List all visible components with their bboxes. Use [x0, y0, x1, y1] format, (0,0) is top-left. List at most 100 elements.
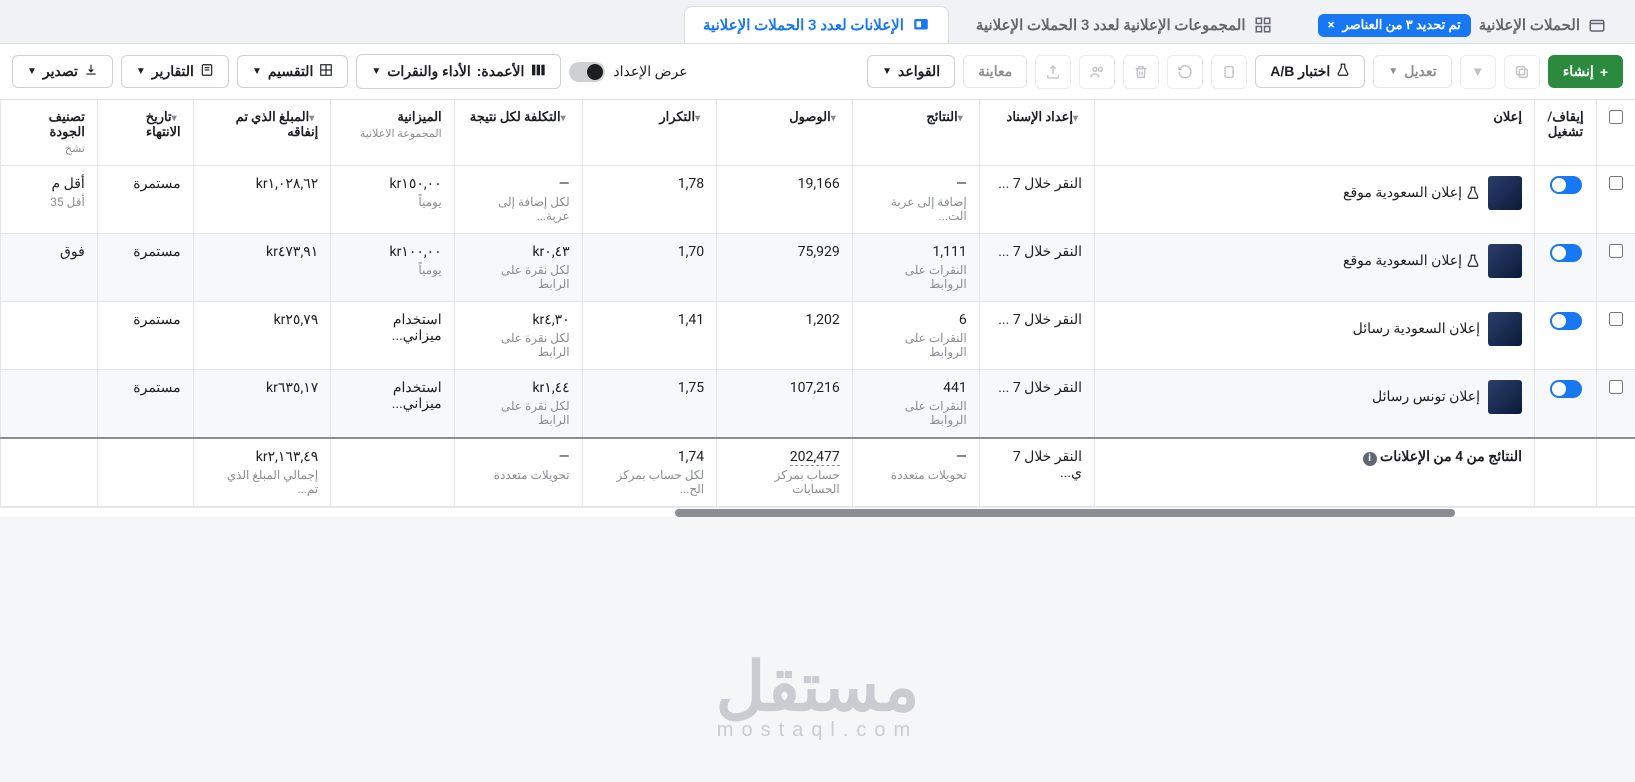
header-reach[interactable]: ▾الوصول: [717, 100, 853, 166]
header-end[interactable]: ▾تاريخ الانتهاء: [97, 100, 193, 166]
undo-button[interactable]: [1167, 55, 1203, 89]
preview-button[interactable]: معاينة: [963, 55, 1027, 88]
header-budget[interactable]: الميزانيةالمجموعة الاعلانية: [331, 100, 454, 166]
ad-name: إعلان السعودية موقع: [1343, 253, 1480, 269]
rules-label: القواعد: [898, 63, 940, 80]
budget-cell: استخدام ميزاني...: [331, 370, 454, 439]
end-cell: مستمرة: [97, 234, 193, 302]
ad-cell[interactable]: إعلان السعودية موقع: [1095, 166, 1535, 234]
reach-cell: 19,166: [717, 166, 853, 234]
chevron-down-icon: ▼: [1471, 64, 1484, 79]
row-checkbox[interactable]: [1597, 234, 1635, 302]
ad-name: إعلان تونس رسائل: [1372, 389, 1480, 405]
totals-reach: 202,477حساب بمركز الحسابات: [717, 438, 853, 507]
export-csv-button[interactable]: تصدير ▼: [12, 55, 113, 88]
scrollbar-thumb[interactable]: [675, 509, 1455, 517]
table-row[interactable]: إعلان تونس رسائل النقر خلال 7 ... 441الن…: [1, 370, 1635, 439]
info-icon[interactable]: i: [1363, 452, 1377, 466]
tab-ads[interactable]: الإعلانات لعدد 3 الحملات الإعلانية: [684, 6, 949, 43]
table-row[interactable]: إعلان السعودية موقع النقر خلال 7 ... —إض…: [1, 166, 1635, 234]
ad-thumbnail: [1488, 312, 1522, 346]
edit-button[interactable]: تعديل ▼: [1373, 55, 1451, 88]
create-dropdown-button[interactable]: ▼: [1460, 55, 1496, 89]
header-checkbox[interactable]: [1597, 100, 1635, 166]
duplicate-button[interactable]: [1504, 55, 1540, 89]
spent-cell: kr٤٧٣,٩١: [193, 234, 331, 302]
tab-adsets[interactable]: المجموعات الإعلانية لعدد 3 الحملات الإعل…: [957, 6, 1291, 43]
watermark-big: مستقل: [716, 648, 920, 727]
header-spent[interactable]: ▾المبلغ الذي تم إنفاقه: [193, 100, 331, 166]
attribution-cell: النقر خلال 7 ...: [979, 234, 1094, 302]
tabs-bar: الحملات الإعلانية تم تحديد ٣ من العناصر …: [0, 0, 1635, 44]
edit-label: تعديل: [1404, 63, 1437, 80]
quality-cell: [1, 302, 98, 370]
tab-campaigns[interactable]: الحملات الإعلانية تم تحديد ٣ من العناصر …: [1299, 6, 1625, 43]
row-checkbox[interactable]: [1597, 370, 1635, 439]
breakdown-label: التقسيم: [268, 63, 314, 80]
row-switch[interactable]: [1535, 302, 1597, 370]
audience-button[interactable]: [1079, 55, 1115, 89]
totals-freq: 1,74لكل حساب بمركز الح...: [582, 438, 716, 507]
header-attribution[interactable]: ▾إعداد الإسناد: [979, 100, 1094, 166]
reach-cell: 107,216: [717, 370, 853, 439]
header-cpr[interactable]: ▾التكلفة لكل نتيجة: [454, 100, 582, 166]
row-switch[interactable]: [1535, 234, 1597, 302]
totals-label: النتائج من 4 من الإعلانات i: [1095, 438, 1535, 507]
header-quality[interactable]: تصنيف الجودةتشخ: [1, 100, 98, 166]
rules-button[interactable]: القواعد ▼: [867, 55, 955, 88]
columns-button[interactable]: الأعمدة: الأداء والنقرات ▼: [356, 54, 561, 89]
reports-button[interactable]: التقارير ▼: [121, 55, 229, 88]
breakdown-button[interactable]: التقسيم ▼: [237, 55, 348, 88]
breakdown-icon: [319, 63, 333, 80]
totals-spent: kr٢,١٦٣,٤٩إجمالي المبلغ الذي تم...: [193, 438, 331, 507]
sort-icon: ▾: [958, 113, 963, 124]
results-cell: 1,111النقرات على الروابط: [852, 234, 979, 302]
ad-thumbnail: [1488, 244, 1522, 278]
toggle-switch[interactable]: [569, 62, 605, 82]
budget-cell: kr١٥٠,٠٠يومياً: [331, 166, 454, 234]
row-switch[interactable]: [1535, 370, 1597, 439]
horizontal-scrollbar[interactable]: [0, 507, 1635, 517]
export-button[interactable]: [1035, 55, 1071, 89]
totals-cpr: —تحويلات متعددة: [454, 438, 582, 507]
ad-name: إعلان السعودية موقع: [1343, 185, 1480, 201]
quality-cell: أقل مأقل 35: [1, 166, 98, 234]
row-checkbox[interactable]: [1597, 166, 1635, 234]
abtest-button[interactable]: اختبار A/B: [1255, 55, 1365, 88]
ad-cell[interactable]: إعلان تونس رسائل: [1095, 370, 1535, 439]
ad-cell[interactable]: إعلان السعودية رسائل: [1095, 302, 1535, 370]
sort-icon: ▾: [561, 113, 566, 124]
row-switch[interactable]: [1535, 166, 1597, 234]
folder-icon: [1588, 16, 1606, 34]
table-row[interactable]: إعلان السعودية موقع النقر خلال 7 ... 1,1…: [1, 234, 1635, 302]
attribution-cell: النقر خلال 7 ...: [979, 370, 1094, 439]
sort-icon: ▾: [309, 113, 314, 124]
ad-cell[interactable]: إعلان السعودية موقع: [1095, 234, 1535, 302]
view-setup-toggle[interactable]: عرض الإعداد: [569, 62, 687, 82]
toolbar: + إنشاء ▼ تعديل ▼ اختبار A/B معاينة القو…: [0, 44, 1635, 100]
sort-icon: ▾: [831, 113, 836, 124]
header-ad[interactable]: إعلان: [1095, 100, 1535, 166]
totals-attribution: النقر خلال 7 ي...: [979, 438, 1094, 507]
download-icon: [84, 63, 98, 80]
row-checkbox[interactable]: [1597, 302, 1635, 370]
budget-cell: استخدام ميزاني...: [331, 302, 454, 370]
totals-results: —تحويلات متعددة: [852, 438, 979, 507]
cpr-cell: kr٤,٣٠لكل نقرة على الرابط: [454, 302, 582, 370]
reports-icon: [200, 63, 214, 80]
quality-cell: [1, 370, 98, 439]
delete-button[interactable]: [1123, 55, 1159, 89]
create-label: إنشاء: [1563, 63, 1594, 80]
cpr-cell: kr١,٤٤لكل نقرة على الرابط: [454, 370, 582, 439]
budget-cell: kr١٠٠,٠٠يومياً: [331, 234, 454, 302]
ad-name: إعلان السعودية رسائل: [1353, 321, 1480, 337]
copy-button[interactable]: [1211, 55, 1247, 89]
view-setup-label: عرض الإعداد: [613, 64, 687, 80]
table-row[interactable]: إعلان السعودية رسائل النقر خلال 7 ... 6ا…: [1, 302, 1635, 370]
header-frequency[interactable]: ▾التكرار: [582, 100, 716, 166]
selection-pill[interactable]: تم تحديد ٣ من العناصر ×: [1318, 14, 1471, 37]
close-icon[interactable]: ×: [1328, 18, 1335, 33]
header-results[interactable]: ▾النتائج: [852, 100, 979, 166]
end-cell: مستمرة: [97, 302, 193, 370]
create-button[interactable]: + إنشاء: [1548, 55, 1623, 88]
